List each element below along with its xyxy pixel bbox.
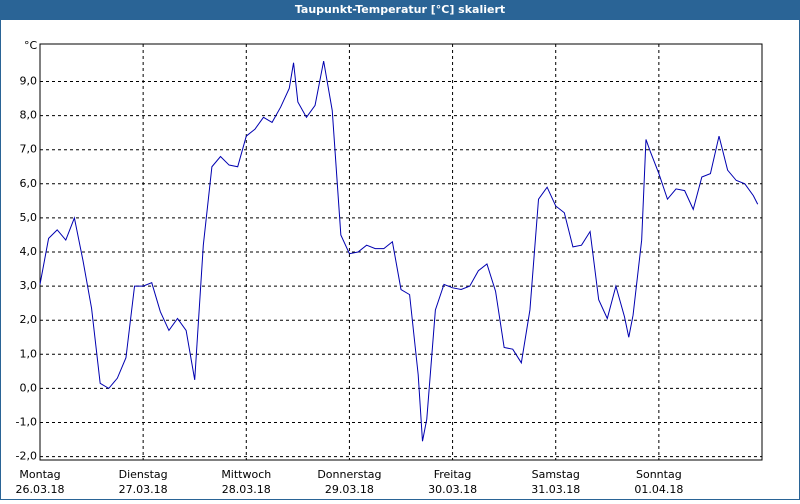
x-tick-date: 26.03.18 [16, 483, 65, 496]
x-tick-label: Freitag [434, 468, 472, 481]
y-tick-label: 8,0 [20, 109, 38, 122]
x-tick-date: 28.03.18 [222, 483, 271, 496]
x-tick-label: Samstag [532, 468, 580, 481]
y-unit: °C [24, 39, 38, 52]
y-tick-label: -2,0 [16, 450, 37, 463]
x-tick-label: Montag [19, 468, 60, 481]
y-tick-label: 9,0 [20, 75, 38, 88]
x-tick-date: 31.03.18 [531, 483, 580, 496]
y-tick-label: 4,0 [20, 245, 38, 258]
x-tick-date: 27.03.18 [119, 483, 168, 496]
y-tick-label: -1,0 [16, 415, 37, 428]
x-tick-date: 01.04.18 [634, 483, 683, 496]
x-tick-date: 30.03.18 [428, 483, 477, 496]
y-tick-label: 7,0 [20, 143, 38, 156]
x-tick-label: Donnerstag [317, 468, 381, 481]
title-bar [0, 0, 800, 20]
x-tick-label: Dienstag [119, 468, 168, 481]
y-tick-label: 6,0 [20, 177, 38, 190]
data-line [39, 60, 759, 442]
x-tick-date: 29.03.18 [325, 483, 374, 496]
y-tick-label: 1,0 [20, 347, 38, 360]
x-tick-label: Sonntag [636, 468, 682, 481]
chart-title: Taupunkt-Temperatur [°C] skaliert [295, 3, 505, 16]
y-tick-label: 0,0 [20, 381, 38, 394]
y-tick-label: 2,0 [20, 313, 38, 326]
x-tick-label: Mittwoch [221, 468, 271, 481]
y-tick-label: 5,0 [20, 211, 38, 224]
y-tick-label: 3,0 [20, 279, 38, 292]
